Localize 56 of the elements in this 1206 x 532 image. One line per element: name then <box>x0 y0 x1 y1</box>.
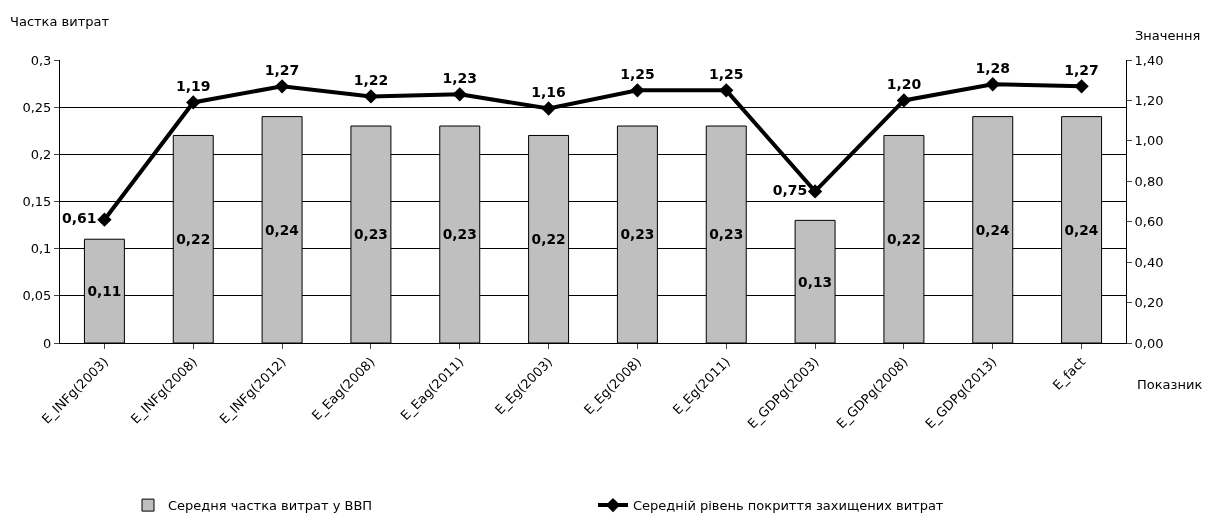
y-tick-label: 0 <box>43 335 52 351</box>
y-tick-label: 0,2 <box>30 146 52 162</box>
data-label: 0,24 <box>1064 221 1099 238</box>
y-tick-label: 0,05 <box>22 288 52 304</box>
data-label: 1,16 <box>531 84 566 101</box>
point <box>452 87 467 102</box>
y2-tick-label: 1,00 <box>1134 133 1164 149</box>
legend-label: Середній рівень покриття захищених витрат <box>633 498 944 514</box>
data-label: 1,27 <box>1064 61 1099 78</box>
data-label: 0,24 <box>265 221 299 238</box>
point <box>186 95 201 110</box>
data-label: 1,23 <box>442 69 478 86</box>
y2-tick-label: 0,60 <box>1134 214 1164 230</box>
y-tick-label: 0,15 <box>22 194 52 210</box>
data-label: 0,22 <box>886 231 921 248</box>
data-label: 0,61 <box>62 210 97 227</box>
y2-tick-label: 0,00 <box>1134 335 1164 351</box>
point <box>719 83 734 98</box>
y2-tick-label: 0,80 <box>1134 173 1164 189</box>
point <box>807 184 823 199</box>
data-label: 1,25 <box>620 65 655 82</box>
data-label: 0,23 <box>442 226 477 243</box>
point <box>985 77 1000 92</box>
y-tick-label: 0,3 <box>30 52 52 68</box>
y2-tick-label: 1,20 <box>1134 92 1164 108</box>
x-axis-title: Показник <box>1137 377 1203 392</box>
y2-tick-label: 0,20 <box>1134 295 1164 311</box>
data-label: 1,27 <box>264 61 300 78</box>
point <box>630 83 645 98</box>
data-label: 0,75 <box>772 181 808 198</box>
y2-axis-title: Значення <box>1135 28 1201 43</box>
point <box>541 101 556 116</box>
data-label: 0,24 <box>975 221 1010 238</box>
data-label: 0,23 <box>353 226 388 243</box>
point <box>363 89 379 104</box>
data-label: 1,25 <box>708 65 744 82</box>
data-label: 0,11 <box>87 283 122 300</box>
y2-tick-label: 1,40 <box>1134 52 1164 68</box>
point <box>1074 79 1089 94</box>
data-label: 0,22 <box>531 231 566 248</box>
data-label: 0,23 <box>709 226 744 243</box>
legend-label: Середня частка витрат у ВВП <box>168 498 373 514</box>
y2-tick-label: 0,40 <box>1134 254 1164 270</box>
data-label: 0,13 <box>798 273 833 290</box>
data-label: 1,19 <box>175 78 211 95</box>
point <box>274 79 290 94</box>
data-label: 0,22 <box>176 231 211 248</box>
data-label: 0,23 <box>620 226 655 243</box>
point <box>896 93 912 108</box>
data-label: 1,22 <box>353 72 389 89</box>
y-tick-label: 0,25 <box>22 99 52 115</box>
y-axis-title: Частка витрат <box>10 14 110 29</box>
data-label: 1,20 <box>886 76 922 93</box>
y-tick-label: 0,1 <box>30 241 52 257</box>
point <box>97 212 112 227</box>
data-label: 1,28 <box>975 59 1011 76</box>
